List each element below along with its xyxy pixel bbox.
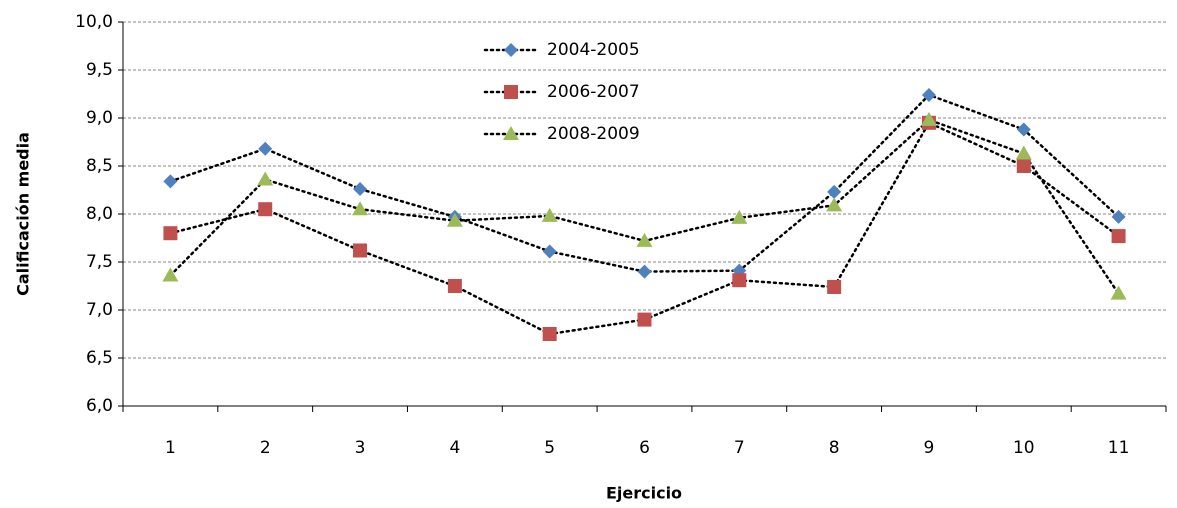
y-axis-title: Calificación media [14, 132, 33, 296]
data-point [163, 174, 178, 189]
y-tick-label: 7,5 [86, 252, 113, 272]
y-tick-label: 6,0 [86, 396, 113, 416]
data-point [447, 279, 462, 293]
x-tick-label: 3 [355, 438, 366, 458]
data-point [352, 201, 369, 216]
x-tick-label: 8 [829, 438, 840, 458]
data-point [1015, 145, 1032, 160]
series-line [169, 121, 1120, 336]
data-point [257, 171, 274, 186]
data-point [732, 273, 747, 288]
data-point [636, 232, 653, 247]
y-tick-label: 6,5 [86, 348, 113, 368]
data-point [353, 243, 368, 258]
y-tick-label: 9,0 [86, 108, 113, 128]
legend-marker [504, 43, 518, 57]
x-tick-label: 1 [165, 438, 176, 458]
data-point [162, 267, 179, 282]
data-point [542, 327, 557, 341]
x-tick-label: 9 [924, 438, 935, 458]
y-tick-label: 9,5 [86, 60, 113, 80]
data-point [920, 111, 937, 126]
data-point [1111, 229, 1126, 244]
data-point [541, 207, 558, 222]
legend-marker [504, 85, 518, 99]
legend-marker [503, 126, 519, 140]
data-point [1110, 285, 1127, 300]
legend-label: 2008-2009 [547, 124, 640, 144]
data-point [637, 312, 652, 327]
data-point [637, 264, 652, 279]
x-axis-title: Ejercicio [606, 484, 682, 503]
data-point [446, 212, 463, 227]
data-point [353, 182, 368, 197]
y-tick-label: 8,0 [86, 204, 113, 224]
data-point [258, 141, 273, 156]
x-tick-label: 6 [639, 438, 650, 458]
data-point [731, 209, 748, 224]
data-point [1016, 159, 1031, 173]
data-point [542, 244, 557, 259]
x-tick-label: 4 [449, 438, 460, 458]
data-point [827, 184, 842, 199]
x-tick-label: 10 [1013, 438, 1035, 458]
data-point [1111, 209, 1126, 224]
y-tick-label: 10,0 [75, 12, 113, 32]
x-tick-label: 7 [734, 438, 745, 458]
y-tick-label: 7,0 [86, 300, 113, 320]
data-point [163, 226, 178, 241]
legend-label: 2006-2007 [547, 82, 640, 102]
legend-label: 2004-2005 [547, 40, 640, 60]
x-tick-label: 5 [544, 438, 555, 458]
data-point [827, 279, 842, 294]
y-tick-label: 8,5 [86, 156, 113, 176]
x-tick-label: 2 [260, 438, 271, 458]
data-point [1016, 122, 1031, 137]
data-point [826, 197, 843, 212]
data-point [258, 202, 273, 217]
x-tick-label: 11 [1108, 438, 1130, 458]
data-point [921, 87, 936, 102]
